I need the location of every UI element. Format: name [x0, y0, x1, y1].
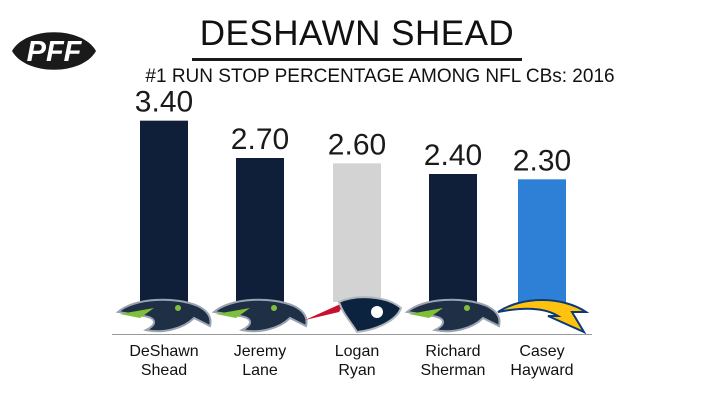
value-label-3: 2.40 — [424, 139, 482, 172]
category-label-0-0: DeShawn — [129, 343, 198, 360]
category-label-1-0: Jeremy — [234, 343, 286, 360]
category-label-2-0: Logan — [335, 343, 380, 360]
category-label-4-0: Casey — [519, 343, 564, 360]
category-label-3-1: Sherman — [421, 362, 486, 379]
seahawk-eye — [175, 305, 181, 311]
seahawks-logo-icon — [115, 298, 212, 333]
value-label-2: 2.60 — [328, 128, 386, 161]
seahawk-accent — [120, 308, 154, 318]
seahawk-head — [211, 298, 308, 333]
page-subtitle: #1 RUN STOP PERCENTAGE AMONG NFL CBs: 20… — [145, 66, 615, 87]
title-underline — [192, 58, 522, 61]
value-label-1: 2.70 — [231, 123, 289, 156]
patriots-face — [371, 306, 383, 318]
value-label-0: 3.40 — [135, 86, 193, 119]
page-title: DESHAWN SHEAD — [199, 14, 515, 53]
bar-0 — [140, 120, 188, 303]
bar-1 — [236, 158, 284, 302]
football-shape — [12, 32, 96, 70]
category-label-3-0: Richard — [425, 343, 480, 360]
seahawk-eye — [271, 305, 277, 311]
bar-4 — [518, 179, 566, 302]
seahawks-logo-icon — [211, 298, 308, 333]
patriots-logo-icon — [305, 296, 403, 334]
category-label-1-1: Lane — [242, 362, 278, 379]
value-label-4: 2.30 — [513, 144, 571, 177]
chargers-logo-icon — [497, 299, 590, 335]
seahawk-eye — [464, 305, 470, 311]
pff-logo: PFF — [12, 32, 96, 70]
chargers-bolt — [497, 299, 590, 335]
chart-baseline — [112, 334, 592, 335]
patriots-head — [337, 296, 403, 334]
seahawk-accent — [216, 308, 250, 318]
seahawks-logo-icon — [404, 298, 501, 333]
category-label-2-1: Ryan — [338, 362, 375, 379]
bar-2 — [333, 163, 381, 302]
bar-3 — [429, 174, 477, 302]
patriots-stripe — [305, 302, 345, 320]
seahawk-head — [404, 298, 501, 333]
logo-text: PFF — [27, 36, 83, 68]
seahawk-accent — [409, 308, 443, 318]
seahawk-head — [115, 298, 212, 333]
category-label-4-1: Hayward — [510, 362, 573, 379]
category-label-0-1: Shead — [141, 362, 187, 379]
